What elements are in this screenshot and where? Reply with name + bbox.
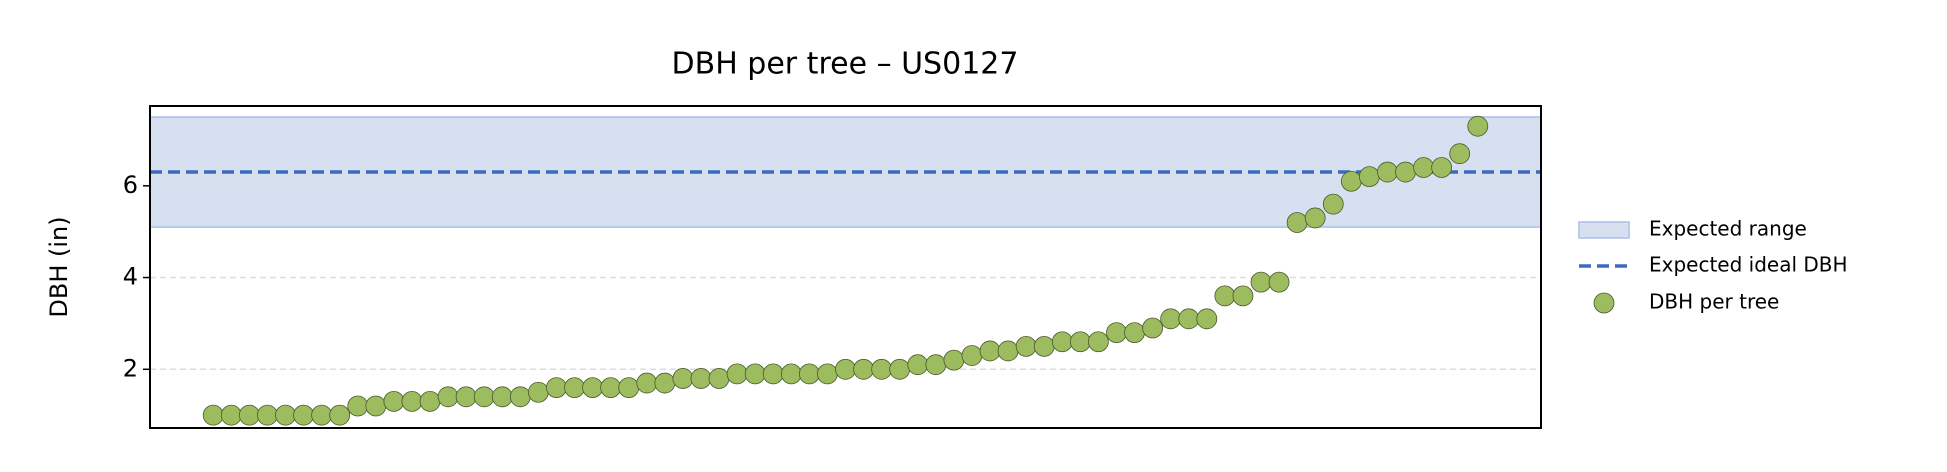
data-point (1340, 170, 1362, 192)
data-point (636, 372, 658, 394)
data-point (202, 404, 224, 426)
data-point (527, 381, 549, 403)
data-point (311, 404, 333, 426)
data-point (546, 377, 567, 399)
data-point (365, 395, 387, 417)
data-point (383, 390, 405, 412)
data-point (817, 363, 838, 385)
data-point (1232, 285, 1254, 307)
y-tick-label: 4 (123, 263, 138, 291)
data-point (1178, 308, 1200, 330)
legend-swatch (1593, 292, 1615, 314)
data-point (618, 377, 640, 399)
data-point (455, 386, 477, 408)
data-point (798, 363, 820, 385)
data-point (1358, 166, 1380, 188)
legend-label: Expected ideal DBH (1649, 253, 1848, 277)
data-point (275, 404, 296, 426)
plot-frame (149, 105, 1542, 429)
data-point (437, 386, 459, 408)
data-point (1250, 271, 1272, 293)
data-point (654, 372, 676, 394)
data-point (1286, 212, 1308, 233)
data-point (1142, 317, 1164, 339)
data-point (1051, 331, 1073, 353)
data-point (835, 358, 856, 380)
data-point (1449, 143, 1471, 165)
data-point (564, 377, 585, 399)
data-point (1015, 335, 1037, 357)
data-point (509, 386, 531, 408)
data-point (961, 345, 983, 366)
data-point (672, 368, 694, 389)
data-point (1304, 207, 1326, 229)
data-point (1088, 331, 1109, 353)
data-point (871, 358, 893, 380)
data-point (582, 377, 603, 399)
data-point (1268, 271, 1290, 293)
data-point (762, 363, 784, 385)
data-point (997, 340, 1019, 362)
data-point (220, 404, 242, 426)
data-point (907, 354, 929, 376)
data-point (943, 349, 965, 371)
data-point (1431, 157, 1453, 178)
data-point (1467, 115, 1489, 137)
data-point (1377, 161, 1398, 183)
data-point (690, 368, 712, 389)
y-tick-label: 2 (123, 354, 138, 382)
data-point (853, 358, 874, 380)
data-point (419, 390, 441, 412)
data-point (1033, 335, 1055, 357)
data-point (473, 386, 495, 408)
data-point (1069, 331, 1091, 353)
data-point (600, 377, 622, 399)
data-point (1395, 161, 1416, 183)
data-point (257, 404, 278, 426)
data-point (780, 363, 802, 385)
data-point (293, 404, 314, 426)
chart-title: DBH per tree – US0127 (672, 47, 1019, 82)
data-point (1322, 193, 1344, 215)
data-point (1196, 308, 1218, 330)
data-point (925, 354, 947, 376)
data-point (708, 368, 730, 389)
data-point (491, 386, 513, 408)
data-point (401, 390, 423, 412)
data-point (979, 340, 1001, 362)
data-point (1124, 322, 1145, 343)
legend-label: DBH per tree (1649, 290, 1779, 314)
legend-label: Expected range (1649, 217, 1807, 241)
data-point (347, 395, 369, 417)
data-point (726, 363, 748, 385)
data-point (238, 404, 260, 426)
data-point (329, 404, 351, 426)
data-point (1214, 285, 1236, 307)
data-point (744, 363, 766, 385)
legend-swatch (1578, 221, 1630, 239)
data-point (1160, 308, 1182, 330)
data-point (1106, 322, 1127, 343)
y-axis-label: DBH (in) (45, 216, 73, 317)
data-point (889, 358, 911, 380)
y-tick-label: 6 (123, 171, 138, 199)
data-point (1413, 157, 1434, 178)
